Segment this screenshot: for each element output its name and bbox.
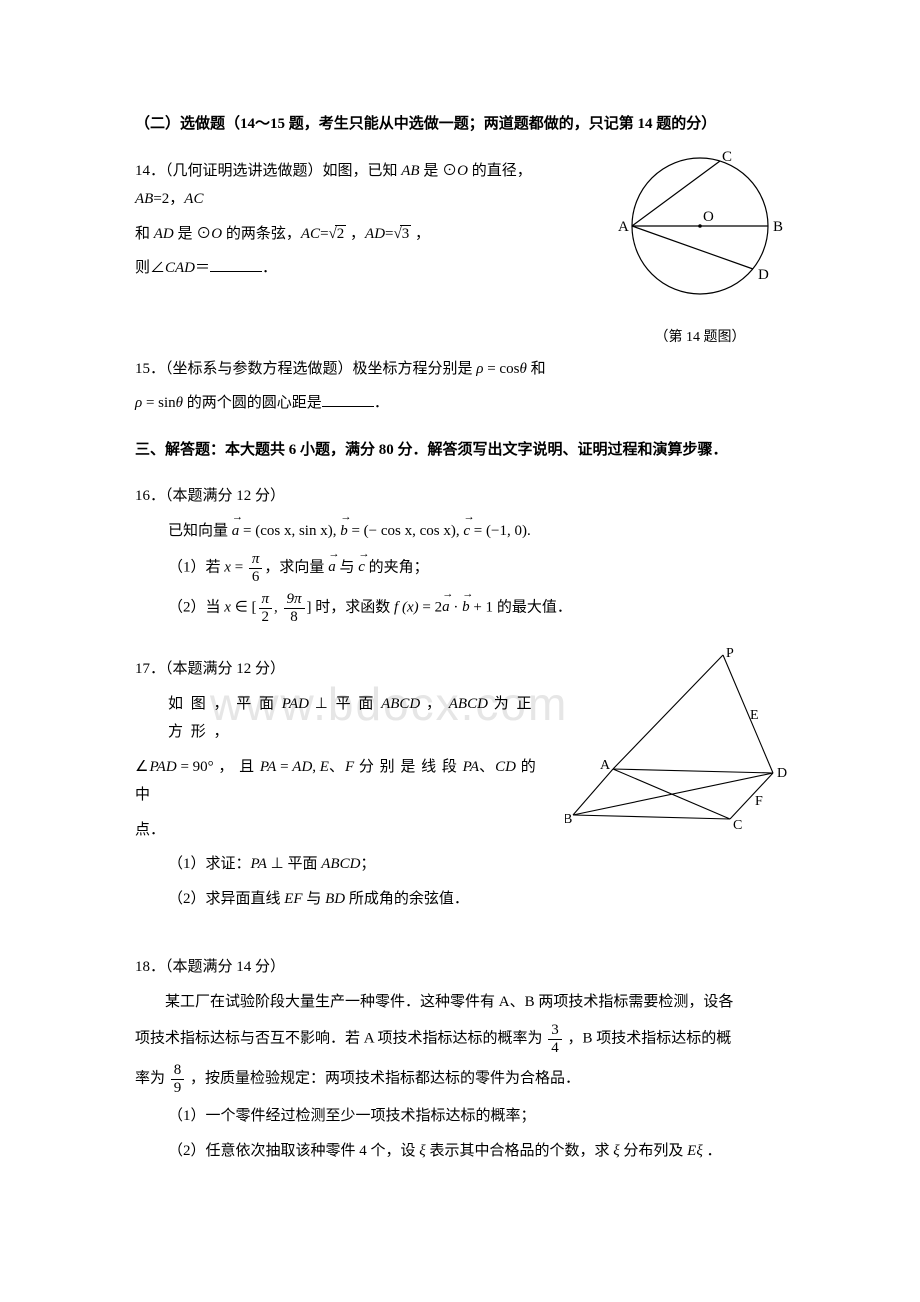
q17-p2: （2）求异面直线 EF 与 BD 所成角的余弦值． <box>135 885 555 914</box>
q14-figure: A B C D O （第 14 题图） <box>610 151 790 352</box>
q18-p2: （2）任意依次抽取该种零件 4 个，设 ξ 表示其中合格品的个数，求 ξ 分布列… <box>135 1137 790 1166</box>
svg-text:B: B <box>565 812 572 827</box>
q17-figure: P A B C D E F <box>565 647 790 848</box>
q18-head: 18．（本题满分 14 分） <box>135 953 790 982</box>
q14-line2: 和 AD 是 ⊙O 的两条弦，AC=√2 ，AD=√3 ， <box>135 220 580 249</box>
q14-line1: 14．（几何证明选讲选做题）如图，已知 AB 是 ⊙O 的直径，AB=2，AC <box>135 157 580 214</box>
q17-l3: 点． <box>135 816 555 845</box>
section3-heading: 三、解答题：本大题共 6 小题，满分 80 分．解答须写出文字说明、证明过程和演… <box>135 442 728 458</box>
svg-text:F: F <box>755 794 763 809</box>
q18-l3: 率为 89 ，按质量检验规定：两项技术指标都达标的零件为合格品． <box>135 1062 790 1096</box>
q14-line3: 则∠CAD＝． <box>135 254 580 283</box>
q16-intro: 已知向量 a = (cos x, sin x), b = (− cos x, c… <box>135 517 790 546</box>
svg-text:O: O <box>703 209 714 225</box>
q15-line1: 15．（坐标系与参数方程选做题）极坐标方程分别是 ρ = cosθ 和 <box>135 355 790 384</box>
q18-l1: 某工厂在试验阶段大量生产一种零件．这种零件有 A、B 两项技术指标需要检测，设各 <box>135 988 790 1017</box>
q17-head: 17．（本题满分 12 分） <box>135 655 555 684</box>
q15-line2: ρ = sinθ 的两个圆的圆心距是． <box>135 389 790 418</box>
svg-text:B: B <box>773 219 783 235</box>
svg-text:C: C <box>722 151 732 165</box>
q15-blank <box>322 391 374 407</box>
svg-text:C: C <box>733 818 742 833</box>
q16-part2: （2）当 x ∈ [π2, 9π8] 时，求函数 f (x) = 2a · b … <box>135 591 790 625</box>
q14-caption: （第 14 题图） <box>610 325 790 352</box>
q16-part1: （1）若 x = π6，求向量 a 与 c 的夹角； <box>135 551 790 585</box>
svg-text:E: E <box>750 708 759 723</box>
q17-l2: ∠PAD = 90° ， 且 PA = AD, E、F 分 别 是 线 段 PA… <box>135 753 555 810</box>
q14-blank <box>210 256 262 272</box>
svg-text:A: A <box>600 758 611 773</box>
q17-solid-svg: P A B C D E F <box>565 647 790 837</box>
q18-p1: （1）一个零件经过检测至少一项技术指标达标的概率； <box>135 1102 790 1131</box>
optional-heading: （二）选做题（14～15 题，考生只能从中选做一题；两道题都做的，只记第 14 … <box>135 116 716 132</box>
q18-l2: 项技术指标达标与否互不影响．若 A 项技术指标达标的概率为 34 ，B 项技术指… <box>135 1022 790 1056</box>
svg-text:P: P <box>726 647 734 661</box>
q14-circle-svg: A B C D O <box>610 151 790 311</box>
svg-text:A: A <box>618 219 629 235</box>
svg-text:D: D <box>777 766 787 781</box>
svg-text:D: D <box>758 267 769 283</box>
q17-p1: （1）求证：PA ⊥ 平面 ABCD； <box>135 850 555 879</box>
q17-l1: 如 图 ， 平 面 PAD ⊥ 平 面 ABCD ， ABCD 为 正 方 形 … <box>135 690 555 747</box>
